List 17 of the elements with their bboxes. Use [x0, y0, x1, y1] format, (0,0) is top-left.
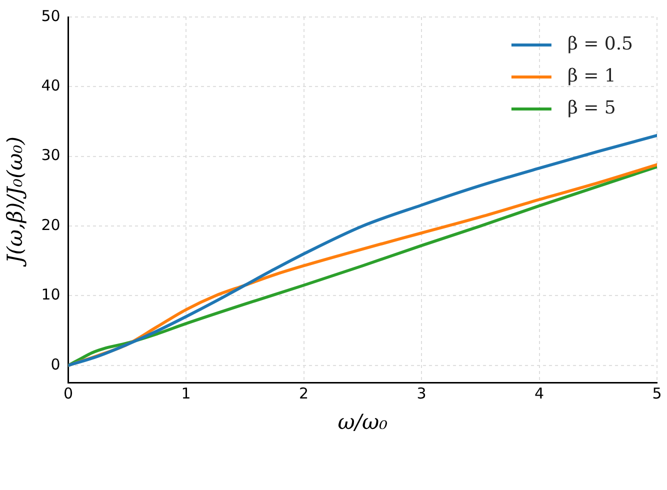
x-tick-label: 5: [652, 384, 662, 403]
x-tick-label: 3: [416, 384, 426, 403]
legend-label: β = 0.5: [567, 34, 634, 55]
y-tick-label: 0: [50, 355, 60, 374]
y-tick-label: 30: [41, 146, 60, 164]
x-tick-label: 0: [64, 384, 74, 403]
x-axis-title: ω/ω₀: [338, 410, 388, 434]
y-tick-label: 20: [41, 216, 60, 234]
x-tick-label: 2: [299, 384, 309, 403]
y-tick-label: 50: [41, 6, 60, 25]
y-tick-label: 40: [41, 76, 60, 95]
x-tick-label: 4: [534, 384, 544, 403]
legend-label: β = 1: [567, 66, 616, 87]
x-tick-label: 1: [181, 384, 191, 403]
legend-label: β = 5: [567, 98, 616, 119]
y-axis-title: J(ω,β)/J₀(ω₀): [3, 136, 28, 268]
y-tick-label: 10: [41, 286, 60, 304]
